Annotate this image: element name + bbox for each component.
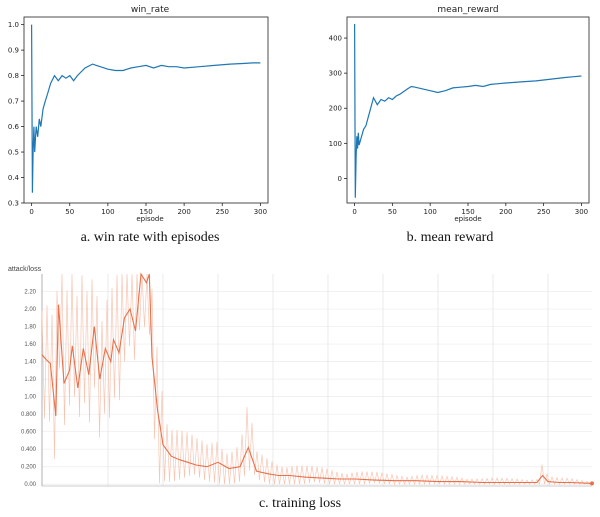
y-tick-label: 0.7 (8, 98, 19, 106)
y-tick-label: 1.00 (24, 395, 36, 401)
x-tick-label: 150 (139, 208, 152, 216)
series-line (31, 24, 261, 193)
chart-title: attack/loss (8, 266, 42, 273)
y-tick-label: 1.0 (8, 21, 19, 29)
loss-endpoint (590, 481, 594, 486)
y-tick-label: 0.6 (8, 123, 20, 131)
x-axis-label: episode (454, 215, 481, 223)
win-rate-panel: win_rate episode 0 50 100 150 200 250 300 0.3 0.… (0, 0, 300, 250)
y-tick-label: 0.800 (21, 412, 37, 418)
y-tick-label: 0.600 (21, 430, 37, 436)
y-tick-label: 300 (329, 70, 342, 78)
x-tick-label: 50 (65, 208, 74, 216)
y-tick-label: 2.20 (24, 290, 36, 296)
y-tick-label: 200 (329, 105, 342, 113)
x-tick-label: 100 (101, 208, 114, 216)
y-tick-label: 0.00 (24, 482, 36, 488)
x-tick-label: 150 (461, 208, 474, 216)
y-tick-label: 0.200 (21, 465, 37, 471)
x-tick-label: 250 (537, 208, 550, 216)
caption-training-loss: c. training loss (258, 496, 342, 511)
x-tick-label: 200 (499, 208, 512, 216)
x-tick-label: 100 (424, 208, 437, 216)
x-tick-label: 0 (29, 208, 33, 216)
y-tick-label: 0.5 (8, 149, 19, 157)
y-tick-label: 0.8 (8, 72, 19, 80)
y-tick-label: 1.60 (24, 342, 36, 348)
y-tick-label: 100 (329, 140, 342, 148)
win-rate-chart: win_rate episode 0 50 100 150 200 250 300 0.3 0.… (8, 5, 269, 223)
chart-title: mean_reward (437, 5, 498, 15)
x-tick-label: 300 (575, 208, 588, 216)
y-tick-label: 0.3 (8, 200, 19, 208)
x-axis-label: episode (136, 215, 163, 223)
y-tick-label: 0.400 (21, 447, 37, 453)
y-tick-label: 1.80 (24, 325, 36, 331)
mean-reward-panel: mean_reward episode 0 50 100 150 200 250 300 0 1… (300, 0, 600, 250)
plot-frame (346, 16, 590, 204)
training-loss-chart: attack/loss 0.00 0.200 0.400 0.600 0.800 1.00… (8, 266, 594, 488)
x-tick-label: 300 (254, 208, 267, 216)
y-tick-label: 1.20 (24, 377, 36, 383)
training-loss-panel: attack/loss 0.00 0.200 0.400 0.600 0.800 1.00… (0, 260, 600, 517)
y-tick-label: 0 (338, 175, 342, 183)
caption-win-rate: a. win rate with episodes (80, 230, 220, 245)
x-tick-label: 50 (388, 208, 397, 216)
caption-mean-reward: b. mean reward (406, 230, 494, 245)
series-line (354, 23, 582, 198)
y-tick-label: 0.9 (8, 47, 19, 55)
y-tick-label: 2.00 (24, 307, 36, 313)
x-tick-label: 250 (216, 208, 229, 216)
plot-frame (23, 16, 269, 204)
x-tick-label: 0 (352, 208, 356, 216)
smoothed-loss-line (41, 272, 593, 484)
x-tick-label: 200 (177, 208, 190, 216)
chart-title: win_rate (131, 5, 170, 15)
mean-reward-chart: mean_reward episode 0 50 100 150 200 250 300 0 1… (329, 5, 590, 223)
y-tick-label: 1.40 (24, 360, 36, 366)
y-tick-label: 0.4 (8, 174, 20, 182)
y-tick-label: 400 (329, 35, 342, 43)
